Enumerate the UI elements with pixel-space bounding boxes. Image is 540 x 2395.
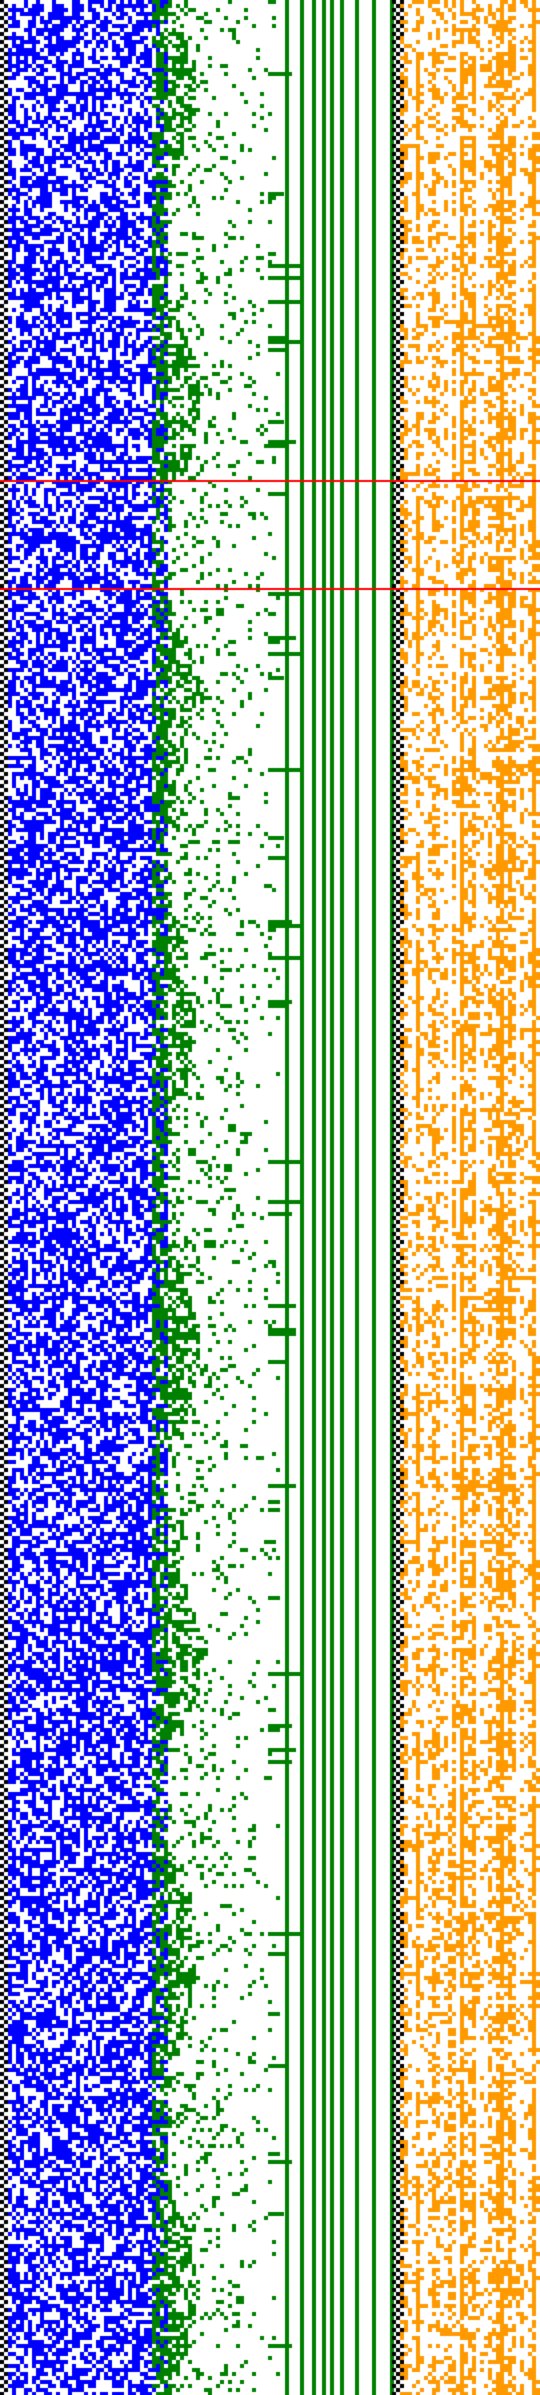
bitmap-visualization xyxy=(0,0,540,2395)
